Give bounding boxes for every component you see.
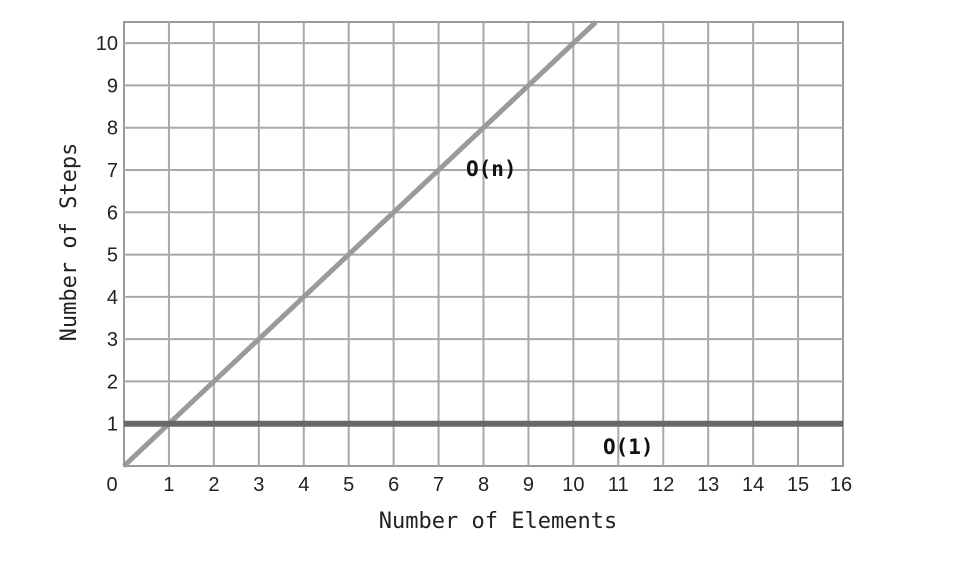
x-tick-label: 5 <box>343 474 354 496</box>
x-tick-label: 2 <box>208 474 219 496</box>
y-tick-label: 4 <box>107 287 118 309</box>
y-tick-label: 9 <box>107 75 118 97</box>
grid <box>123 21 844 467</box>
y-tick-label: 8 <box>107 118 118 140</box>
y-tick-label: 1 <box>107 414 118 436</box>
x-tick-label: 7 <box>433 474 444 496</box>
y-tick-labels: 1 2 3 4 5 6 7 8 9 10 <box>96 33 118 436</box>
y-tick-label: 3 <box>107 329 118 351</box>
x-tick-label: 6 <box>388 474 399 496</box>
x-tick-label: 1 <box>163 474 174 496</box>
y-axis-title: Number of Steps <box>57 143 82 342</box>
series-lines <box>122 20 843 468</box>
x-tick-label: 11 <box>608 474 629 496</box>
x-tick-label: 8 <box>478 474 489 496</box>
x-tick-labels: 0 1 2 3 4 5 6 7 8 9 10 11 12 13 14 15 16 <box>106 474 852 496</box>
y-tick-label: 6 <box>107 202 118 224</box>
x-tick-label: 9 <box>523 474 534 496</box>
y-tick-label: 5 <box>107 245 118 267</box>
x-tick-label: 10 <box>562 474 584 496</box>
x-tick-label: 13 <box>697 474 719 496</box>
series-label-o1: O(1) <box>603 435 654 459</box>
x-tick-label: 15 <box>787 474 809 496</box>
x-tick-label: 16 <box>830 474 852 496</box>
x-tick-label: 3 <box>253 474 264 496</box>
x-tick-label: 12 <box>652 474 674 496</box>
x-tick-label: 14 <box>742 474 764 496</box>
x-tick-label: 0 <box>106 474 117 496</box>
series-label-on: O(n) <box>466 157 517 181</box>
y-tick-label: 2 <box>107 371 118 393</box>
y-tick-label: 7 <box>107 160 118 182</box>
series-line-0 <box>122 20 598 468</box>
x-axis-title: Number of Elements <box>379 509 617 534</box>
x-tick-label: 4 <box>298 474 309 496</box>
y-tick-label: 10 <box>96 33 118 55</box>
